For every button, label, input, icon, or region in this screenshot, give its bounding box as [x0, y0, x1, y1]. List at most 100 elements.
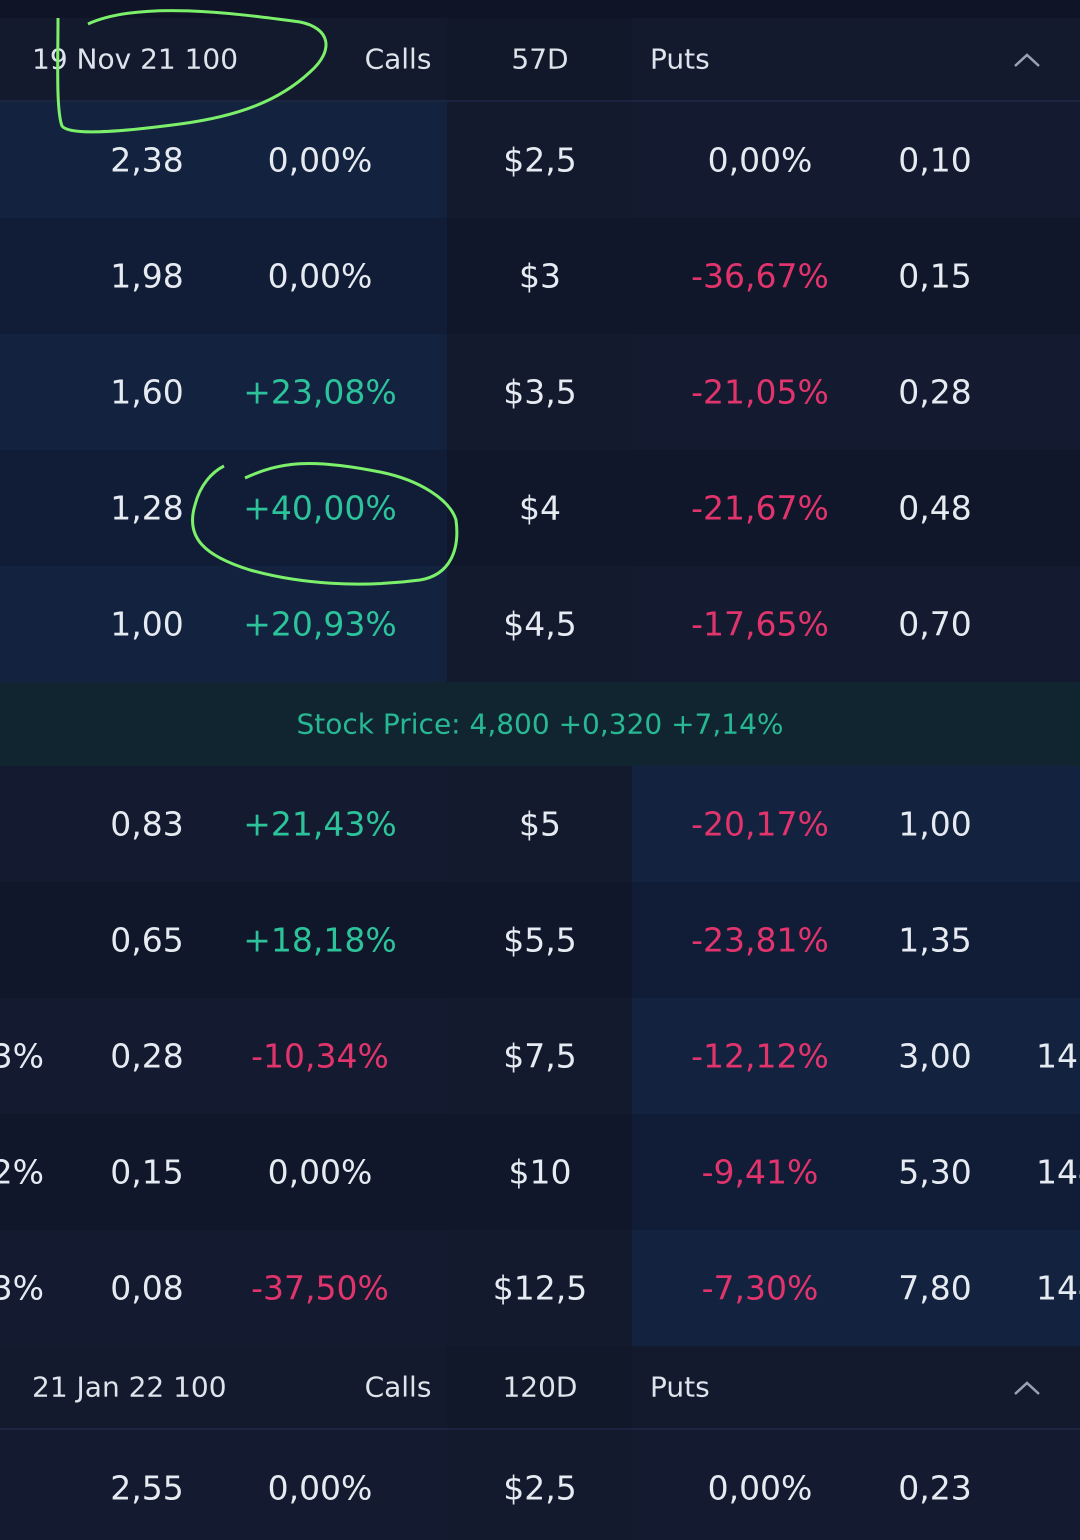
puts-cell [632, 218, 1080, 334]
partial-cell: 2% [0, 1152, 44, 1192]
call-change: 0,00% [267, 1152, 373, 1192]
option-row: 2,55 0,00% $2,5 0,00% 0,23 [0, 1430, 1080, 1540]
strike-column [447, 18, 632, 100]
strike-cell [447, 102, 632, 218]
call-change: 0,00% [267, 1468, 373, 1508]
put-price: 1,35 [898, 920, 972, 960]
option-row: 3% 0,28 -10,34% $7,5 -12,12% 3,00 145 [0, 998, 1080, 1114]
strike: $3 [519, 256, 561, 296]
call-price: 1,60 [110, 372, 184, 412]
put-change: -36,67% [691, 256, 829, 296]
expiry: 19 Nov 21 100 [32, 42, 239, 76]
option-row: 0,65 +18,18% $5,5 -23,81% 1,35 [0, 882, 1080, 998]
strike: $4 [519, 488, 561, 528]
put-price: 0,48 [898, 488, 972, 528]
days-to-expiry: 57D [511, 42, 569, 76]
partial-cell: 3% [0, 1268, 44, 1308]
call-price: 0,08 [110, 1268, 184, 1308]
call-price: 1,00 [110, 604, 184, 644]
call-price: 0,83 [110, 804, 184, 844]
put-price: 0,70 [898, 604, 972, 644]
strike: $5 [519, 804, 561, 844]
stock-price: Stock Price: 4,800 +0,320 +7,14% [296, 707, 784, 741]
strike-cell [447, 766, 632, 882]
option-row: 1,00 +20,93% $4,5 -17,65% 0,70 [0, 566, 1080, 682]
calls-cell [0, 1230, 447, 1346]
call-price: 0,28 [110, 1036, 184, 1076]
call-price: 2,55 [110, 1468, 184, 1508]
stock-price-bar: Stock Price: 4,800 +0,320 +7,14% [0, 682, 1080, 766]
strike: $4,5 [503, 604, 577, 644]
put-change: -17,65% [691, 604, 829, 644]
put-change: 0,00% [707, 1468, 813, 1508]
puts-cell [632, 450, 1080, 566]
option-row: 1,98 0,00% $3 -36,67% 0,15 [0, 218, 1080, 334]
put-change: -21,67% [691, 488, 829, 528]
call-change: +23,08% [243, 372, 397, 412]
option-row: 3% 0,08 -37,50% $12,5 -7,30% 7,80 144 [0, 1230, 1080, 1346]
collapse-chevron[interactable] [1012, 50, 1042, 70]
call-change: +20,93% [243, 604, 397, 644]
days-to-expiry: 120D [502, 1370, 578, 1404]
option-row: 0,83 +21,43% $5 -20,17% 1,00 [0, 766, 1080, 882]
strike-cell [447, 1230, 632, 1346]
put-change: -23,81% [691, 920, 829, 960]
puts-cell [632, 1230, 1080, 1346]
partial-cell: 144 [1036, 1268, 1080, 1308]
option-row: 2,38 0,00% $2,5 0,00% 0,10 [0, 102, 1080, 218]
put-change: 0,00% [707, 140, 813, 180]
puts-label: Puts [650, 42, 710, 76]
calls-cell [0, 882, 447, 998]
call-price: 1,28 [110, 488, 184, 528]
put-change: -21,05% [691, 372, 829, 412]
section-header: 21 Jan 22 100 Calls 120D Puts [0, 1346, 1080, 1430]
put-price: 7,80 [898, 1268, 972, 1308]
strike-column [447, 1346, 632, 1428]
put-price: 0,28 [898, 372, 972, 412]
put-price: 3,00 [898, 1036, 972, 1076]
calls-cell [0, 1114, 447, 1230]
puts-label: Puts [650, 1370, 710, 1404]
strike-cell [447, 566, 632, 682]
call-change: 0,00% [267, 140, 373, 180]
strike: $7,5 [503, 1036, 577, 1076]
call-price: 0,65 [110, 920, 184, 960]
strike: $5,5 [503, 920, 577, 960]
section-header: 19 Nov 21 100 Calls 57D Puts [0, 18, 1080, 102]
strike-cell [447, 450, 632, 566]
strike: $2,5 [503, 140, 577, 180]
calls-cell [0, 102, 447, 218]
collapse-chevron[interactable] [1012, 1378, 1042, 1398]
puts-cell [632, 334, 1080, 450]
strike: $12,5 [492, 1268, 588, 1308]
puts-cell [632, 566, 1080, 682]
call-change: -37,50% [251, 1268, 389, 1308]
calls-cell [0, 218, 447, 334]
expiry: 21 Jan 22 100 [32, 1370, 227, 1404]
strike-cell [447, 1114, 632, 1230]
option-row: 2% 0,15 0,00% $10 -9,41% 5,30 144 [0, 1114, 1080, 1230]
partial-cell: 3% [0, 1036, 44, 1076]
call-change: 0,00% [267, 256, 373, 296]
puts-cell [632, 1430, 1080, 1540]
put-change: -9,41% [701, 1152, 819, 1192]
strike-cell [447, 998, 632, 1114]
call-change: +21,43% [243, 804, 397, 844]
strike-cell [447, 218, 632, 334]
strike-cell [447, 334, 632, 450]
puts-cell [632, 882, 1080, 998]
put-change: -12,12% [691, 1036, 829, 1076]
calls-label: Calls [364, 1370, 432, 1404]
put-change: -20,17% [691, 804, 829, 844]
puts-cell [632, 998, 1080, 1114]
call-change: -10,34% [251, 1036, 389, 1076]
call-price: 1,98 [110, 256, 184, 296]
put-price: 0,15 [898, 256, 972, 296]
option-row: 1,28 +40,00% $4 -21,67% 0,48 [0, 450, 1080, 566]
call-price: 0,15 [110, 1152, 184, 1192]
call-change: +18,18% [243, 920, 397, 960]
calls-cell [0, 334, 447, 450]
put-price: 5,30 [898, 1152, 972, 1192]
put-price: 1,00 [898, 804, 972, 844]
